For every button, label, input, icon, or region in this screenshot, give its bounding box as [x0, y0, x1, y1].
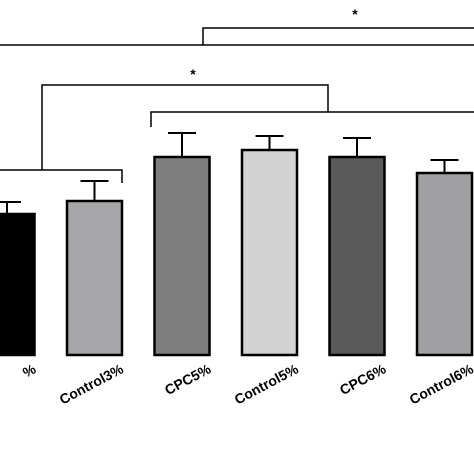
x-tick-label: CPC5%	[162, 360, 214, 398]
bar	[65, 199, 124, 357]
significance-mark: *	[352, 6, 358, 22]
bracket	[150, 111, 474, 127]
bar	[328, 155, 386, 357]
bar	[240, 148, 299, 357]
x-tick-label: CPC6%	[337, 360, 389, 398]
significance-mark: *	[190, 66, 196, 82]
bar	[153, 155, 211, 357]
bracket	[202, 27, 474, 45]
bracket	[41, 84, 329, 170]
x-tick-label: Control5%	[232, 360, 302, 407]
significance-brackets	[0, 27, 474, 183]
bar	[415, 171, 474, 357]
x-tick-label: Control3%	[57, 360, 127, 407]
bar	[0, 212, 36, 357]
x-tick-label: %	[20, 360, 39, 380]
x-tick-label: Control6%	[407, 360, 474, 407]
bracket	[0, 169, 123, 183]
